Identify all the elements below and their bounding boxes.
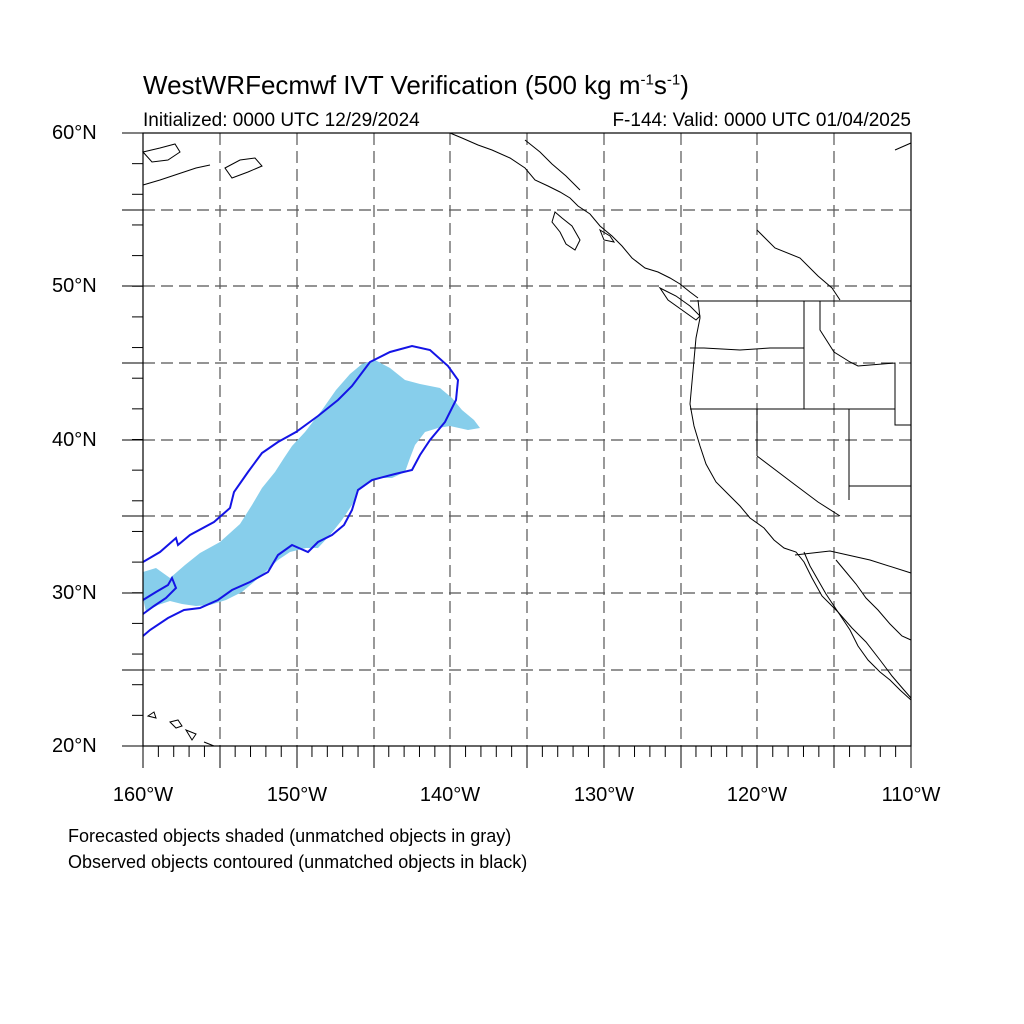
lon-label-160w: 160°W	[112, 784, 174, 806]
lon-label-130w: 130°W	[573, 784, 635, 806]
valid-time: F-144: Valid: 0000 UTC 01/04/2025	[612, 110, 911, 131]
lat-label-60n: 60°N	[52, 122, 97, 144]
coastlines	[142, 132, 912, 747]
forecast-object-shade	[143, 360, 480, 612]
lon-label-140w: 140°W	[419, 784, 481, 806]
initialized-time: Initialized: 0000 UTC 12/29/2024	[143, 110, 420, 131]
lat-label-30n: 30°N	[52, 582, 97, 604]
observed-note: Observed objects contoured (unmatched ob…	[68, 852, 528, 872]
forecast-note: Forecasted objects shaded (unmatched obj…	[68, 826, 512, 846]
lon-label-120w: 120°W	[726, 784, 788, 806]
map-title: WestWRFecmwf IVT Verification (500 kg m-…	[143, 70, 689, 100]
lat-label-50n: 50°N	[52, 275, 97, 297]
lat-label-40n: 40°N	[52, 429, 97, 451]
lat-label-20n: 20°N	[52, 735, 97, 757]
state-borders	[690, 229, 912, 574]
observed-object-contour	[142, 344, 460, 637]
observed-object-contour-2	[142, 575, 178, 615]
lon-label-150w: 150°W	[266, 784, 328, 806]
map-grid	[143, 133, 911, 746]
minor-ticks	[132, 163, 897, 757]
axis-ticks	[122, 132, 912, 768]
lon-label-110w: 110°W	[881, 784, 941, 806]
